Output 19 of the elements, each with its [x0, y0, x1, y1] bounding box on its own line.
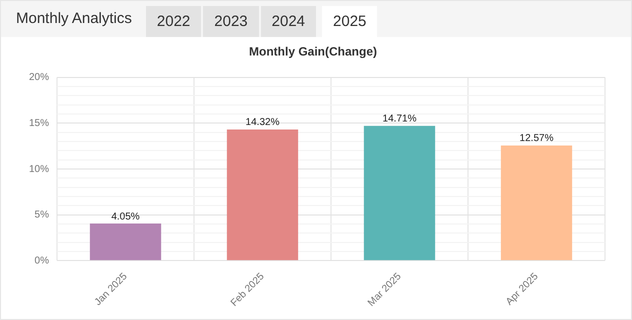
text: 2024 [260, 6, 316, 37]
text: 2022 [146, 6, 202, 37]
y-tick-label: 20% [29, 72, 50, 84]
data-label: 14.32% [246, 117, 280, 128]
bar [364, 126, 436, 260]
text: 2023 [203, 6, 259, 37]
data-label: 12.57% [520, 133, 554, 144]
text: 2025 [322, 6, 378, 37]
data-label: 4.05% [111, 211, 140, 222]
y-tick-label: 0% [34, 255, 50, 266]
text: Monthly Analytics [15, 9, 133, 29]
bar [500, 145, 572, 260]
y-tick-label: 5% [34, 210, 50, 221]
y-tick-label: 10% [29, 164, 50, 175]
y-tick-label: 15% [29, 118, 50, 129]
chart-title: Monthly Gain(Change) [249, 44, 377, 59]
bar [226, 129, 298, 260]
bar [90, 224, 162, 260]
data-label: 14.71% [382, 114, 417, 125]
